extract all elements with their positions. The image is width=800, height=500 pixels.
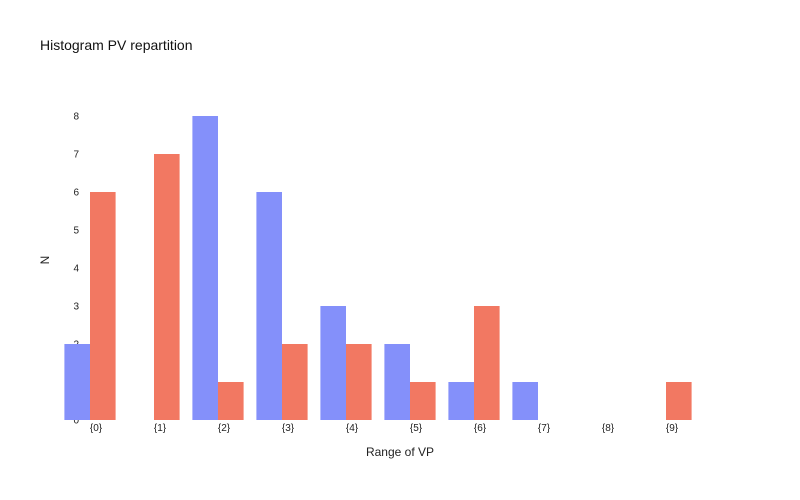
x-tick-label: {0}: [90, 423, 103, 434]
y-tick-label: 3: [73, 302, 79, 313]
bar: [64, 344, 90, 420]
bar: [192, 116, 218, 420]
x-tick-label: {5}: [410, 423, 423, 434]
bar: [282, 344, 308, 420]
bar: [154, 154, 180, 420]
bar: [384, 344, 410, 420]
y-tick-label: 8: [73, 112, 79, 123]
y-tick-label: 4: [73, 264, 79, 275]
bar: [256, 192, 282, 420]
x-tick-label: {7}: [538, 423, 551, 434]
x-tick-label: {3}: [282, 423, 295, 434]
y-axis-title: N: [38, 256, 52, 265]
x-tick-label: {8}: [602, 423, 615, 434]
bar: [474, 306, 500, 420]
bar: [666, 382, 692, 420]
chart-title: Histogram PV repartition: [40, 37, 193, 53]
x-tick-label: {2}: [218, 423, 231, 434]
x-tick-label: {6}: [474, 423, 487, 434]
y-tick-label: 6: [73, 188, 79, 199]
bar: [512, 382, 538, 420]
y-tick-label: 5: [73, 226, 79, 237]
y-tick-label: 0: [73, 416, 79, 427]
bar: [90, 192, 116, 420]
x-tick-label: {9}: [666, 423, 679, 434]
x-tick-label: {1}: [154, 423, 167, 434]
x-tick-label: {4}: [346, 423, 359, 434]
x-axis-ticks: {0} {1} {2} {3} {4} {5} {6} {7} {8} {9}: [90, 423, 679, 434]
bar: [218, 382, 244, 420]
y-tick-label: 7: [73, 150, 79, 161]
bar: [410, 382, 436, 420]
bar: [448, 382, 474, 420]
x-axis-title: Range of VP: [366, 445, 434, 459]
bar: [320, 306, 346, 420]
bar: [346, 344, 372, 420]
bar-series-group: [64, 116, 692, 420]
